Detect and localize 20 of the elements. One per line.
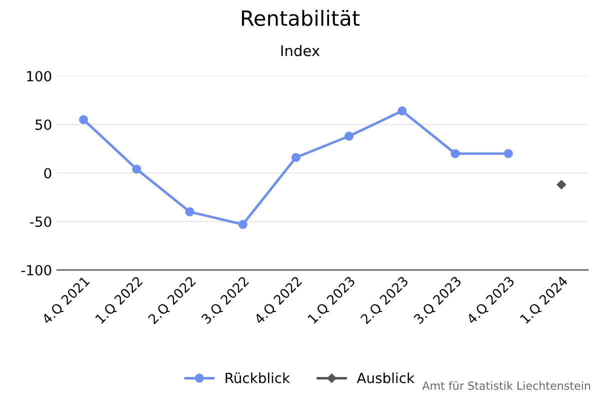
y-tick-label: -100 xyxy=(21,264,52,276)
point xyxy=(504,149,513,158)
point xyxy=(79,115,88,124)
point xyxy=(450,149,460,158)
y-tick-label: 50 xyxy=(36,119,52,130)
text: Amt für Statistik Liechtenstein xyxy=(422,381,590,390)
y-tick-label: -50 xyxy=(30,216,52,227)
point xyxy=(238,220,248,229)
legend-label: Ausblick xyxy=(356,372,414,384)
chart-title: Rentabilität xyxy=(242,10,360,26)
point xyxy=(132,164,142,174)
legend-label: Rückblick xyxy=(226,372,290,384)
point xyxy=(185,207,194,216)
point xyxy=(556,180,566,190)
y-tick-label: 100 xyxy=(27,70,52,82)
y-tick-label: 0 xyxy=(44,168,52,178)
chart-subtitle: Index xyxy=(281,44,320,56)
point xyxy=(398,106,407,116)
point xyxy=(291,152,300,162)
point xyxy=(344,132,354,141)
